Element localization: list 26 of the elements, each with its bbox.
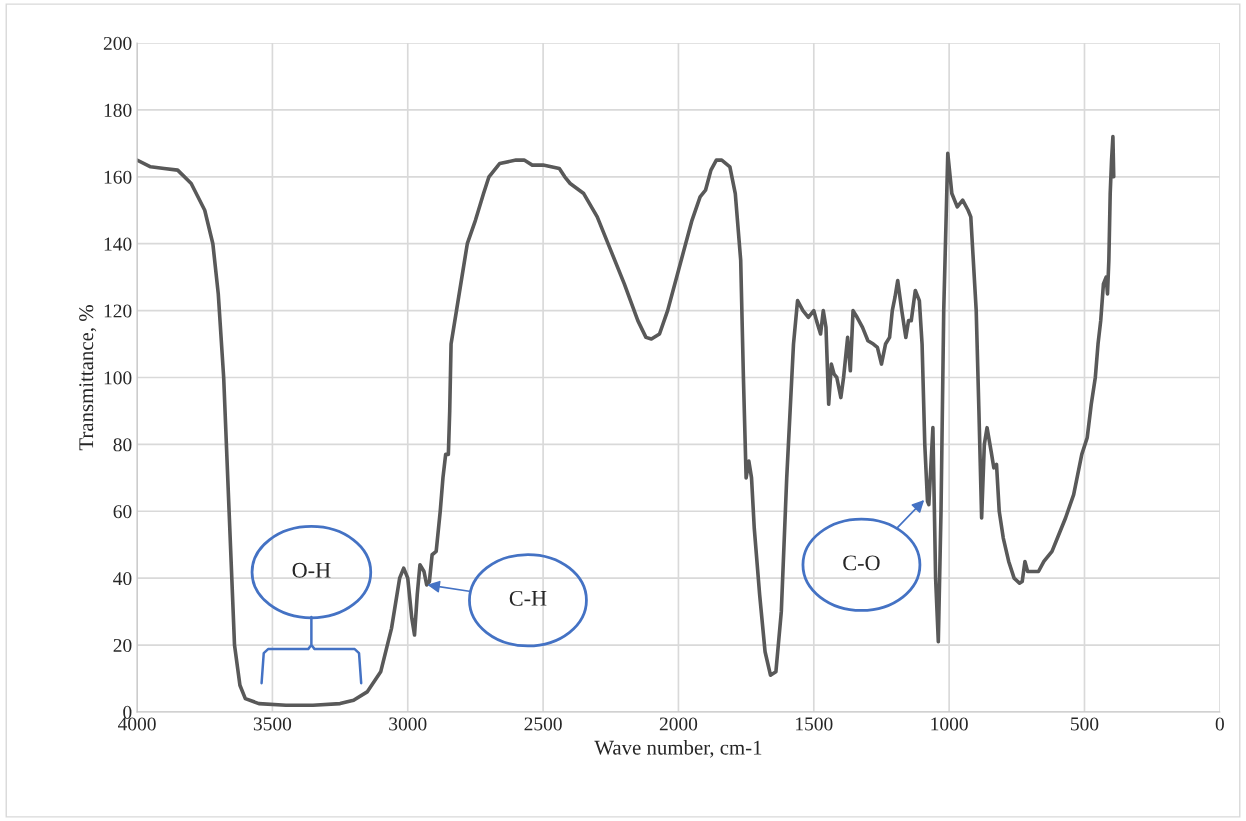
y-tick-label: 160 <box>104 170 132 184</box>
x-tick-label: 2000 <box>659 717 698 731</box>
y-tick-label: 40 <box>113 572 132 586</box>
y-tick-label: 180 <box>104 103 132 117</box>
y-tick-label: 120 <box>104 304 132 318</box>
y-tick-label: 200 <box>103 36 132 50</box>
x-tick-label: 2500 <box>524 717 562 731</box>
line-series <box>137 134 1116 708</box>
x-tick-label: 1500 <box>796 717 833 731</box>
y-tick-label: 0 <box>123 705 132 719</box>
annotation: C-H <box>509 590 547 606</box>
x-tick-label: 1000 <box>931 717 968 731</box>
x-tick-label: 0 <box>1215 717 1224 731</box>
x-tick-label: 3000 <box>389 717 427 731</box>
y-tick-label: 60 <box>113 505 132 519</box>
y-tick-label: 80 <box>113 438 132 452</box>
x-tick-label: 4000 <box>118 717 156 731</box>
annotation: O-H <box>292 562 331 578</box>
y-tick-label: 100 <box>104 371 132 385</box>
x-axis-title: Wave number, cm-1 <box>594 740 762 758</box>
annotation: C-O <box>843 555 880 571</box>
x-tick-label: 3500 <box>253 717 292 731</box>
y-axis-title: Transmittance, % <box>79 305 97 451</box>
x-tick-label: 500 <box>1071 717 1099 731</box>
y-tick-label: 140 <box>104 237 132 251</box>
y-tick-label: 20 <box>113 638 132 653</box>
